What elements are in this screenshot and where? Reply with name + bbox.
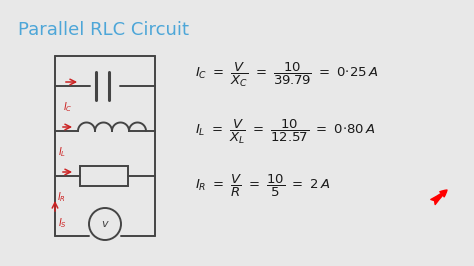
Text: $I_L$: $I_L$ [58,145,66,159]
Text: $I_R$: $I_R$ [57,190,66,204]
Text: $I_C$: $I_C$ [63,100,73,114]
Text: Parallel RLC Circuit: Parallel RLC Circuit [18,21,189,39]
Text: $I_S$: $I_S$ [58,216,67,230]
Text: v: v [102,219,109,229]
Text: $I_L\ =\ \dfrac{V}{X_L}\ =\ \dfrac{10}{12.57}\ =\ 0{\cdot}80\,A$: $I_L\ =\ \dfrac{V}{X_L}\ =\ \dfrac{10}{1… [195,118,376,146]
Text: $I_R\ =\ \dfrac{V}{R}\ =\ \dfrac{10}{5}\ =\ 2\,A$: $I_R\ =\ \dfrac{V}{R}\ =\ \dfrac{10}{5}\… [195,173,330,199]
Text: $I_C\ =\ \dfrac{V}{X_C}\ =\ \dfrac{10}{39.79}\ =\ 0{\cdot}25\,A$: $I_C\ =\ \dfrac{V}{X_C}\ =\ \dfrac{10}{3… [195,61,378,89]
Bar [80,166,128,186]
